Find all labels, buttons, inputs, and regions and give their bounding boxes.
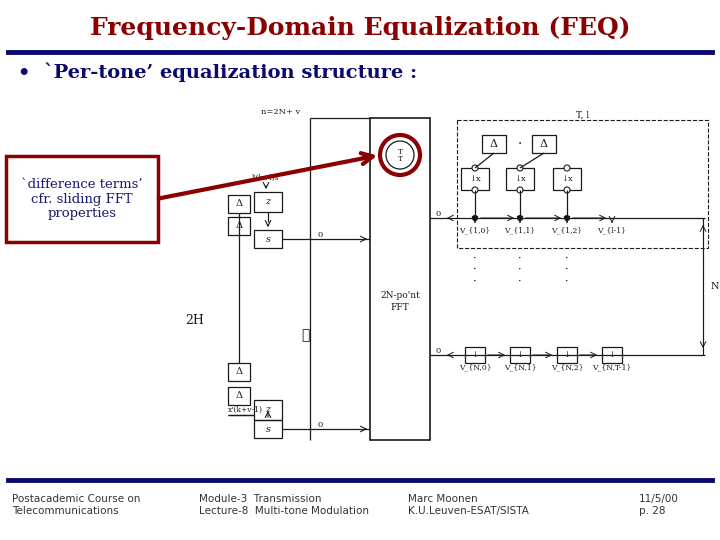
Text: Marc Moonen
K.U.Leuven-ESAT/SISTA: Marc Moonen K.U.Leuven-ESAT/SISTA	[408, 494, 529, 516]
Text: FFT: FFT	[391, 302, 410, 312]
Text: n=2N+ v: n=2N+ v	[261, 108, 300, 116]
Text: ↓x: ↓x	[469, 175, 481, 183]
Text: 0: 0	[318, 421, 323, 429]
Text: T, l: T, l	[576, 111, 589, 119]
Text: V_{N,2}: V_{N,2}	[551, 363, 583, 371]
Bar	[228, 387, 250, 405]
Text: Frequency-Domain Equalization (FEQ): Frequency-Domain Equalization (FEQ)	[90, 16, 630, 40]
Text: Δ: Δ	[235, 199, 243, 208]
Bar	[482, 135, 506, 153]
Text: ·
·
·: · · ·	[518, 253, 522, 287]
Text: V_{1,0}: V_{1,0}	[459, 226, 490, 234]
Bar	[602, 347, 622, 363]
Bar	[228, 217, 250, 235]
Bar	[228, 195, 250, 213]
Text: ↓: ↓	[516, 351, 523, 359]
Text: ⋮: ⋮	[301, 328, 309, 342]
FancyBboxPatch shape	[6, 156, 158, 242]
Text: ·
·
·: · · ·	[565, 253, 569, 287]
Bar	[532, 135, 556, 153]
Text: ↓: ↓	[608, 351, 616, 359]
Text: V_{N,1}: V_{N,1}	[504, 363, 536, 371]
Text: 2H: 2H	[186, 314, 204, 327]
Text: Δ: Δ	[490, 139, 498, 149]
Text: Postacademic Course on
Telecommunications: Postacademic Course on Telecommunication…	[12, 494, 140, 516]
Text: V_{N,T-1}: V_{N,T-1}	[593, 363, 631, 371]
Circle shape	[564, 165, 570, 171]
Bar	[510, 347, 530, 363]
Circle shape	[472, 215, 477, 220]
Text: s: s	[266, 234, 271, 244]
Bar	[228, 363, 250, 381]
Text: ↓x: ↓x	[514, 175, 526, 183]
Text: V_{1,2}: V_{1,2}	[552, 226, 582, 234]
Text: ·
·
·: · · ·	[473, 253, 477, 287]
Bar	[506, 168, 534, 190]
Bar	[465, 347, 485, 363]
Circle shape	[518, 215, 523, 220]
Text: N: N	[711, 282, 719, 291]
Circle shape	[472, 165, 478, 171]
Text: 2N-po'nt: 2N-po'nt	[380, 291, 420, 300]
Text: z: z	[266, 198, 271, 206]
Text: ·: ·	[518, 137, 522, 151]
Bar	[254, 192, 282, 212]
Bar	[557, 347, 577, 363]
Text: V_{1,1}: V_{1,1}	[505, 226, 536, 234]
Text: T: T	[397, 148, 402, 156]
Text: •  `Per-tone’ equalization structure :: • `Per-tone’ equalization structure :	[18, 62, 417, 82]
Text: 0: 0	[318, 231, 323, 239]
Text: V_{N,0}: V_{N,0}	[459, 363, 491, 371]
Circle shape	[472, 187, 478, 193]
Bar	[553, 168, 581, 190]
Text: Δ: Δ	[235, 368, 243, 376]
Text: Δ: Δ	[540, 139, 548, 149]
Text: l'(k+l)s: l'(k+l)s	[252, 174, 279, 182]
Text: 0: 0	[436, 210, 441, 218]
Text: V_{l-1}: V_{l-1}	[598, 226, 626, 234]
Text: T: T	[397, 155, 402, 163]
Bar	[254, 400, 282, 420]
Text: Δ: Δ	[235, 221, 243, 231]
Text: Module-3  Transmission
Lecture-8  Multi-tone Modulation: Module-3 Transmission Lecture-8 Multi-to…	[199, 494, 369, 516]
Text: 11/5/00
p. 28: 11/5/00 p. 28	[639, 494, 678, 516]
Bar	[254, 230, 282, 248]
Text: x'(k+v-1): x'(k+v-1)	[228, 406, 263, 414]
Text: `difference terms’
cfr. sliding FFT
properties: `difference terms’ cfr. sliding FFT prop…	[21, 178, 143, 220]
Circle shape	[564, 215, 570, 220]
Circle shape	[517, 165, 523, 171]
Text: 0: 0	[436, 347, 441, 355]
Text: ↓x: ↓x	[561, 175, 573, 183]
Bar	[370, 118, 430, 440]
Circle shape	[564, 187, 570, 193]
Text: z: z	[266, 406, 271, 415]
Text: ↓: ↓	[472, 351, 479, 359]
Bar	[254, 420, 282, 438]
Bar	[461, 168, 489, 190]
Circle shape	[517, 187, 523, 193]
Text: s: s	[266, 424, 271, 434]
Bar	[457, 120, 708, 248]
Text: Δ: Δ	[235, 392, 243, 401]
Text: ↓: ↓	[564, 351, 570, 359]
